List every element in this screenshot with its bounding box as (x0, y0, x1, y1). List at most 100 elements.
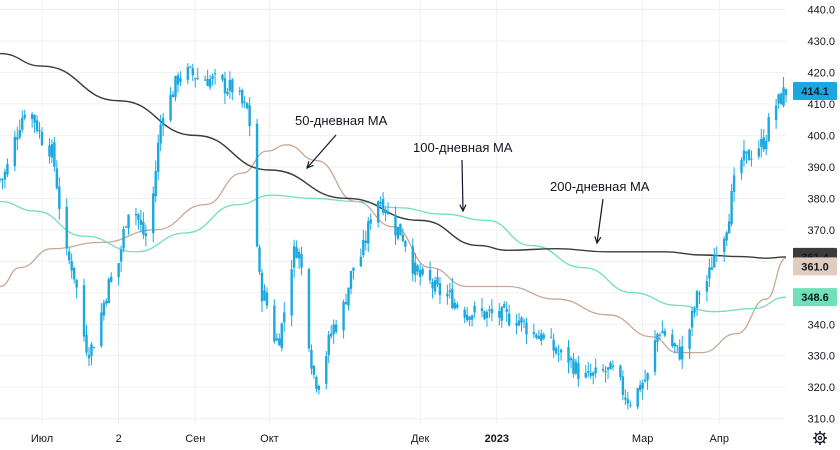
candle-body (386, 211, 390, 214)
candle-body (532, 332, 536, 335)
candle-body (137, 214, 140, 220)
candle-body (364, 240, 368, 243)
candle-body (65, 206, 68, 249)
candle-body (535, 334, 538, 338)
candle-body (663, 330, 667, 336)
candle-body (418, 269, 422, 277)
candle-body (110, 276, 113, 282)
candle-body (38, 130, 41, 132)
candle-body (653, 340, 657, 372)
candle-body (554, 347, 558, 354)
candle-body (295, 247, 298, 258)
x-tick-label: Сен (185, 433, 205, 445)
candle-body (446, 293, 449, 297)
candle-body (139, 219, 143, 225)
candle-body (782, 87, 785, 106)
candle-body (174, 76, 177, 98)
candle-body (50, 144, 54, 158)
annotation-arrow-line (596, 198, 604, 244)
candle-body (757, 148, 761, 157)
candle-body (488, 309, 491, 311)
candle-body (577, 363, 580, 379)
candle-body (433, 280, 437, 292)
candle-body (55, 168, 59, 189)
last-value-badge-text: 414.1 (801, 86, 829, 98)
candle-body (156, 142, 160, 172)
candle-body (394, 214, 397, 236)
y-tick-label: 320.0 (807, 382, 835, 394)
candle-body (688, 329, 691, 349)
candle-body (117, 263, 120, 278)
candle-body (100, 312, 103, 347)
candle-body (485, 311, 489, 318)
candle-body (742, 150, 746, 161)
candle-body (72, 267, 76, 280)
candle-body (332, 324, 335, 335)
candle-body (725, 232, 728, 241)
y-tick-label: 420.0 (807, 67, 835, 79)
candle-body (152, 193, 155, 234)
candle-body (713, 255, 716, 268)
candle-body (732, 175, 736, 192)
candle-body (421, 268, 424, 275)
candle-body (342, 301, 345, 331)
candle-body (344, 302, 348, 305)
candle-body (171, 94, 175, 98)
candle-body (723, 238, 726, 252)
candle-body (710, 267, 714, 270)
candle-body (310, 349, 313, 369)
x-tick-label: 2 (116, 433, 122, 445)
candle-body (500, 307, 503, 321)
annotation-arrow-line (461, 159, 464, 212)
candle-body (6, 163, 9, 175)
candle-body (396, 226, 400, 239)
candle-body (0, 179, 2, 181)
x-tick-label: 2023 (485, 433, 509, 445)
x-tick-label: Апр (710, 433, 729, 445)
candle-body (784, 89, 788, 96)
candle-body (352, 267, 355, 271)
candle-body (572, 359, 575, 374)
candle-body (747, 149, 751, 161)
candle-body (33, 115, 36, 123)
candle-body (690, 310, 694, 328)
candle-body (779, 93, 783, 105)
candle-body (636, 388, 639, 408)
y-axis: 310.0320.0330.0340.0350.0360.0370.0380.0… (807, 4, 835, 425)
candle-body (23, 114, 26, 119)
candle-body (68, 251, 71, 261)
y-tick-label: 410.0 (807, 99, 835, 111)
candle-body (515, 323, 518, 326)
candle-body (275, 338, 279, 341)
candle-body (507, 313, 511, 326)
candle-body (223, 78, 227, 94)
candle-body (40, 132, 44, 146)
candle-body (473, 305, 476, 313)
candle-body (404, 241, 407, 247)
candle-body (208, 78, 212, 88)
candle-body (661, 331, 664, 334)
candle-body (451, 288, 454, 309)
candle-body (621, 376, 625, 395)
gear-icon[interactable] (813, 431, 827, 445)
candle-body (238, 90, 241, 92)
candle-body (765, 140, 768, 149)
candle-body (122, 229, 125, 249)
candle-body (525, 322, 528, 335)
candle-body (520, 317, 523, 323)
ma200-line (0, 52, 787, 259)
candle-body (169, 94, 172, 121)
candle-body (463, 309, 466, 318)
x-axis: Июл 2 Сен Окт Дек 2023 Мар Апр (31, 433, 729, 445)
annotation-label: 200-дневная МА (550, 179, 650, 194)
candle-body (194, 78, 197, 80)
candle-body (283, 312, 286, 323)
candle-body (480, 308, 484, 312)
chart-grid (0, 0, 786, 425)
candle-body (75, 279, 78, 288)
candle-body (154, 171, 157, 197)
candle-body (626, 399, 630, 404)
annotation-label: 100-дневная МА (413, 140, 513, 155)
candle-body (750, 158, 753, 160)
